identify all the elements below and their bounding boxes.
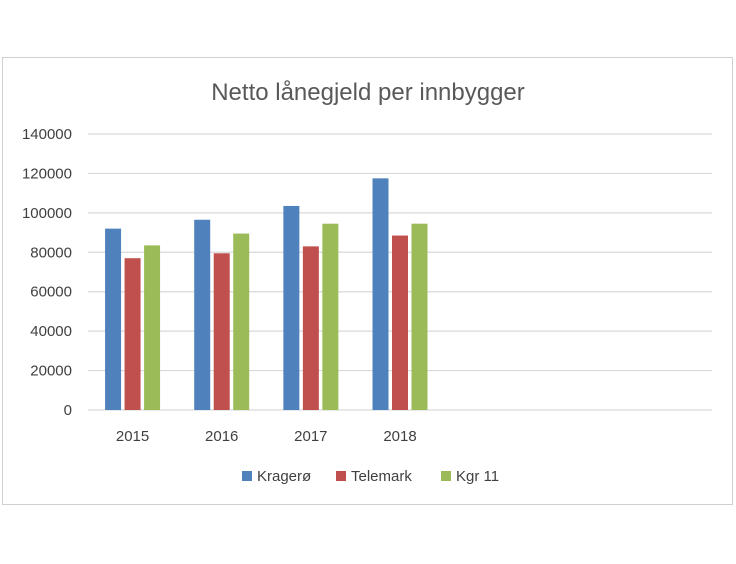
legend-swatch: [336, 471, 346, 481]
bar-kragerø-2017: [283, 205, 300, 410]
bar-kgr-11-2016: [233, 233, 250, 410]
bar-telemark-2016: [213, 253, 230, 410]
y-tick-label: 140000: [22, 126, 72, 143]
y-tick-label: 0: [64, 402, 72, 419]
bar-kgr-11-2017: [322, 223, 339, 410]
bar-telemark-2018: [392, 235, 408, 410]
bar-kgr-11-2015: [144, 245, 161, 410]
bar-kragerø-2018: [372, 178, 389, 410]
legend-label: Kragerø: [257, 468, 311, 485]
legend-label: Telemark: [351, 468, 412, 485]
y-tick-label: 60000: [30, 284, 72, 301]
x-tick-label: 2015: [116, 428, 149, 445]
legend-swatch: [242, 471, 252, 481]
chart-frame: [2, 57, 733, 505]
x-axis-ticks: 2015 2016 2017 2018: [116, 428, 417, 445]
bar-kragerø-2016: [194, 219, 211, 410]
x-tick-label: 2018: [383, 428, 416, 445]
bar-kragerø-2015: [105, 228, 122, 410]
y-tick-label: 80000: [30, 244, 72, 261]
legend: Kragerø Telemark Kgr 11: [242, 468, 499, 485]
x-tick-label: 2016: [205, 428, 238, 445]
chart-title: Netto lånegjeld per innbygger: [211, 79, 525, 106]
bars: [105, 178, 428, 410]
legend-label: Kgr 11: [456, 468, 499, 485]
legend-swatch: [441, 471, 451, 481]
y-tick-label: 100000: [22, 205, 72, 222]
y-tick-label: 20000: [30, 363, 72, 380]
bar-kgr-11-2018: [411, 223, 428, 410]
bar-telemark-2015: [124, 258, 141, 410]
y-axis-ticks: 0 20000 40000 60000 80000 100000 120000 140000: [22, 126, 72, 419]
y-tick-label: 120000: [22, 165, 72, 182]
x-tick-label: 2017: [294, 428, 327, 445]
y-tick-label: 40000: [30, 323, 72, 340]
bar-telemark-2017: [302, 246, 319, 410]
